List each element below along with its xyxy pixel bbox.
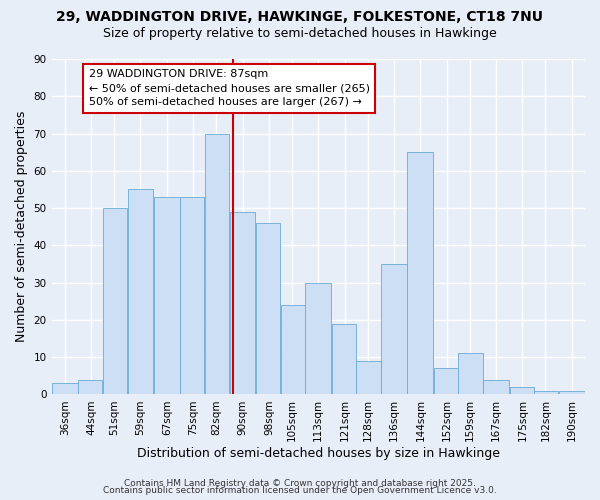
Bar xyxy=(381,264,407,394)
Bar xyxy=(281,305,305,394)
Bar xyxy=(103,208,127,394)
Bar xyxy=(305,282,331,395)
Bar xyxy=(154,197,180,394)
Bar xyxy=(205,134,229,394)
Text: 29 WADDINGTON DRIVE: 87sqm
← 50% of semi-detached houses are smaller (265)
50% o: 29 WADDINGTON DRIVE: 87sqm ← 50% of semi… xyxy=(89,69,370,107)
Text: 29, WADDINGTON DRIVE, HAWKINGE, FOLKESTONE, CT18 7NU: 29, WADDINGTON DRIVE, HAWKINGE, FOLKESTO… xyxy=(56,10,544,24)
Bar xyxy=(434,368,458,394)
Bar xyxy=(356,361,380,394)
Bar xyxy=(458,354,482,395)
Text: Contains HM Land Registry data © Crown copyright and database right 2025.: Contains HM Land Registry data © Crown c… xyxy=(124,478,476,488)
Y-axis label: Number of semi-detached properties: Number of semi-detached properties xyxy=(15,111,28,342)
Bar xyxy=(534,390,559,394)
Bar xyxy=(230,212,256,394)
Bar xyxy=(256,223,280,394)
Bar xyxy=(483,380,509,394)
Text: Contains public sector information licensed under the Open Government Licence v3: Contains public sector information licen… xyxy=(103,486,497,495)
Bar xyxy=(128,190,154,394)
Bar xyxy=(78,380,103,394)
Bar xyxy=(509,387,534,394)
Bar xyxy=(332,324,356,394)
Bar xyxy=(407,152,433,394)
X-axis label: Distribution of semi-detached houses by size in Hawkinge: Distribution of semi-detached houses by … xyxy=(137,447,500,460)
Text: Size of property relative to semi-detached houses in Hawkinge: Size of property relative to semi-detach… xyxy=(103,28,497,40)
Bar xyxy=(180,197,205,394)
Bar xyxy=(559,390,585,394)
Bar xyxy=(52,384,77,394)
